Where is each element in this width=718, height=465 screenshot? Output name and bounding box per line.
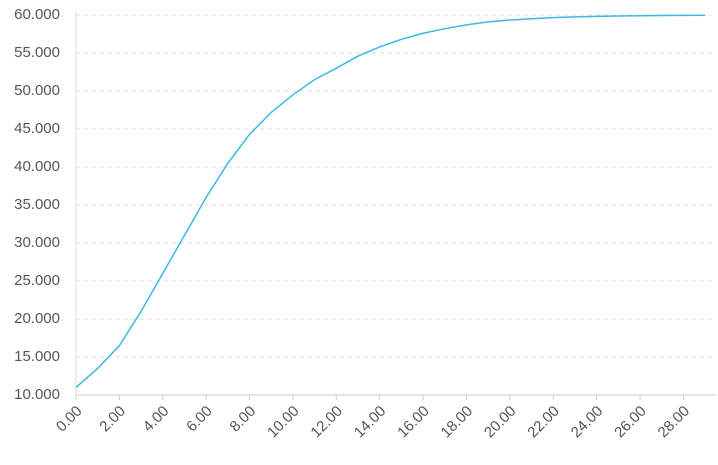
x-tick-label: 18.00 xyxy=(438,403,477,442)
y-tick-label: 50.000 xyxy=(14,82,60,99)
y-tick-label: 55.000 xyxy=(14,44,60,61)
y-tick-label: 10.000 xyxy=(14,386,60,403)
x-tick-label: 4.00 xyxy=(140,403,173,436)
x-tick-label: 8.00 xyxy=(227,403,260,436)
x-tick-label: 12.00 xyxy=(307,403,346,442)
x-tick-label: 14.00 xyxy=(351,403,390,442)
x-tick-label: 24.00 xyxy=(568,403,607,442)
y-tick-label: 25.000 xyxy=(14,272,60,289)
y-tick-label: 60.000 xyxy=(14,6,60,23)
line xyxy=(75,14,706,388)
x-tick-label: 2.00 xyxy=(96,403,129,436)
y-tick-label: 35.000 xyxy=(14,196,60,213)
x-tick-label: 0.00 xyxy=(53,403,86,436)
x-tick-label: 28.00 xyxy=(655,403,694,442)
x-tick-label: 10.00 xyxy=(264,403,303,442)
x-tick-label: 26.00 xyxy=(611,403,650,442)
y-tick-label: 45.000 xyxy=(14,120,60,137)
x-tick-label: 16.00 xyxy=(394,403,433,442)
y-tick-label: 40.000 xyxy=(14,158,60,175)
x-tick-label: 6.00 xyxy=(183,403,216,436)
y-tick-label: 15.000 xyxy=(14,348,60,365)
x-tick-label: 20.00 xyxy=(481,403,520,442)
x-tick-label: 22.00 xyxy=(524,403,563,442)
y-tick-label: 30.000 xyxy=(14,234,60,251)
y-tick-label: 20.000 xyxy=(14,310,60,327)
